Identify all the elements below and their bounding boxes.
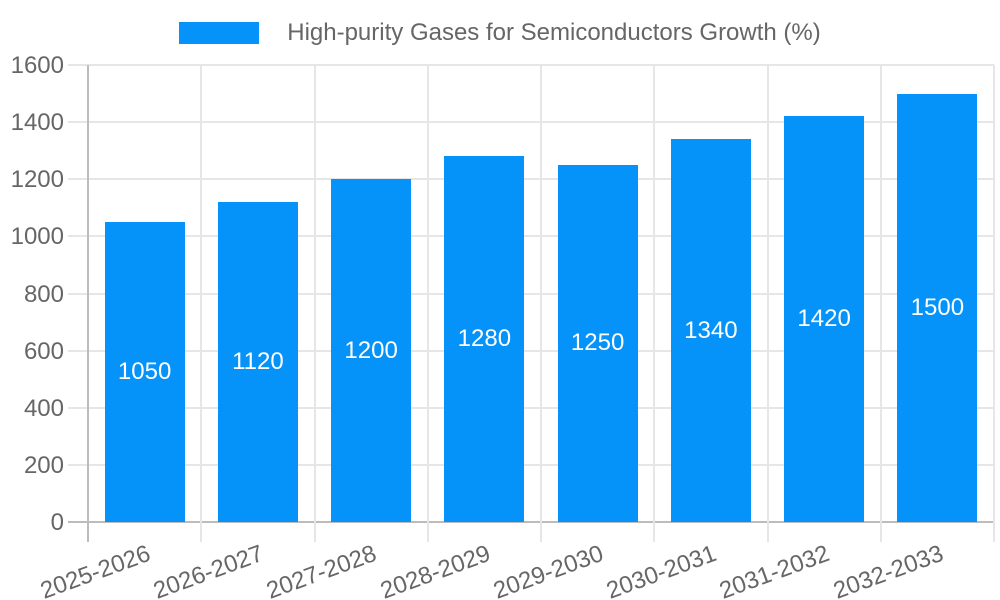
x-axis-tick [426,522,429,542]
bar-value-label: 1420 [797,305,851,333]
x-axis-label: 2029-2030 [489,540,607,600]
y-axis-tick [68,178,88,181]
legend-item[interactable]: High-purity Gases for Semiconductors Gro… [179,19,821,47]
bar[interactable] [670,139,751,522]
y-axis-tick [68,521,88,523]
gridline-vertical [313,65,316,522]
bar-value-label: 1500 [910,293,965,321]
x-axis-tick [879,522,882,542]
x-axis-tick [993,522,995,542]
bar-value-label: 1250 [570,329,625,357]
bar[interactable] [557,164,638,522]
y-axis-label: 200 [23,451,64,479]
x-axis-tick [653,522,656,542]
x-axis-tick [313,522,316,542]
gridline-vertical [426,65,429,522]
bar[interactable] [784,116,865,522]
y-axis-line [87,65,89,522]
y-axis-tick [68,121,88,124]
y-axis-tick [68,463,88,466]
bar-value-label: 1050 [117,358,172,386]
bar[interactable] [897,93,978,522]
x-axis-tick [540,522,542,542]
y-axis-label: 1200 [10,166,64,194]
gridline-vertical [879,65,882,522]
gridline-vertical [540,65,542,522]
y-axis-label: 0 [50,509,64,536]
x-axis-label: 2028-2029 [376,540,494,600]
bar-value-label: 1340 [684,316,738,344]
x-axis-label: 2031-2032 [716,540,834,600]
legend-series-label: High-purity Gases for Semiconductors Gro… [287,19,821,46]
bar[interactable] [217,202,298,522]
x-axis-label: 2025-2026 [36,540,154,600]
gridline-vertical [653,65,656,522]
bar[interactable] [104,222,185,522]
gridline-vertical [993,65,995,522]
y-axis-label: 800 [23,280,64,308]
y-axis-tick [68,64,88,66]
y-axis-label: 1600 [10,52,64,79]
chart-legend: High-purity Gases for Semiconductors Gro… [0,19,1000,47]
bar-value-label: 1120 [232,348,284,376]
gridline-vertical [766,65,769,522]
legend-swatch-icon [179,22,260,44]
x-axis-label: 2032-2033 [829,540,947,600]
bar-value-label: 1280 [457,325,512,353]
y-axis-label: 600 [23,337,64,365]
y-axis-label: 1400 [10,109,64,137]
y-axis-label: 400 [23,394,64,422]
y-axis-tick [68,292,88,295]
y-axis-tick [68,349,88,352]
x-axis-tick [87,522,89,542]
x-axis-label: 2030-2031 [603,540,721,600]
x-axis-tick [200,522,203,542]
y-axis-tick [68,406,88,409]
y-axis-tick [68,235,88,238]
bar[interactable] [444,156,525,522]
bar-value-label: 1200 [344,336,398,364]
gridline-vertical [200,65,203,522]
y-axis-label: 1000 [10,223,64,251]
x-axis-label: 2026-2027 [150,540,268,600]
x-axis-label: 2027-2028 [263,540,381,600]
x-axis-tick [766,522,769,542]
bar[interactable] [331,179,412,522]
